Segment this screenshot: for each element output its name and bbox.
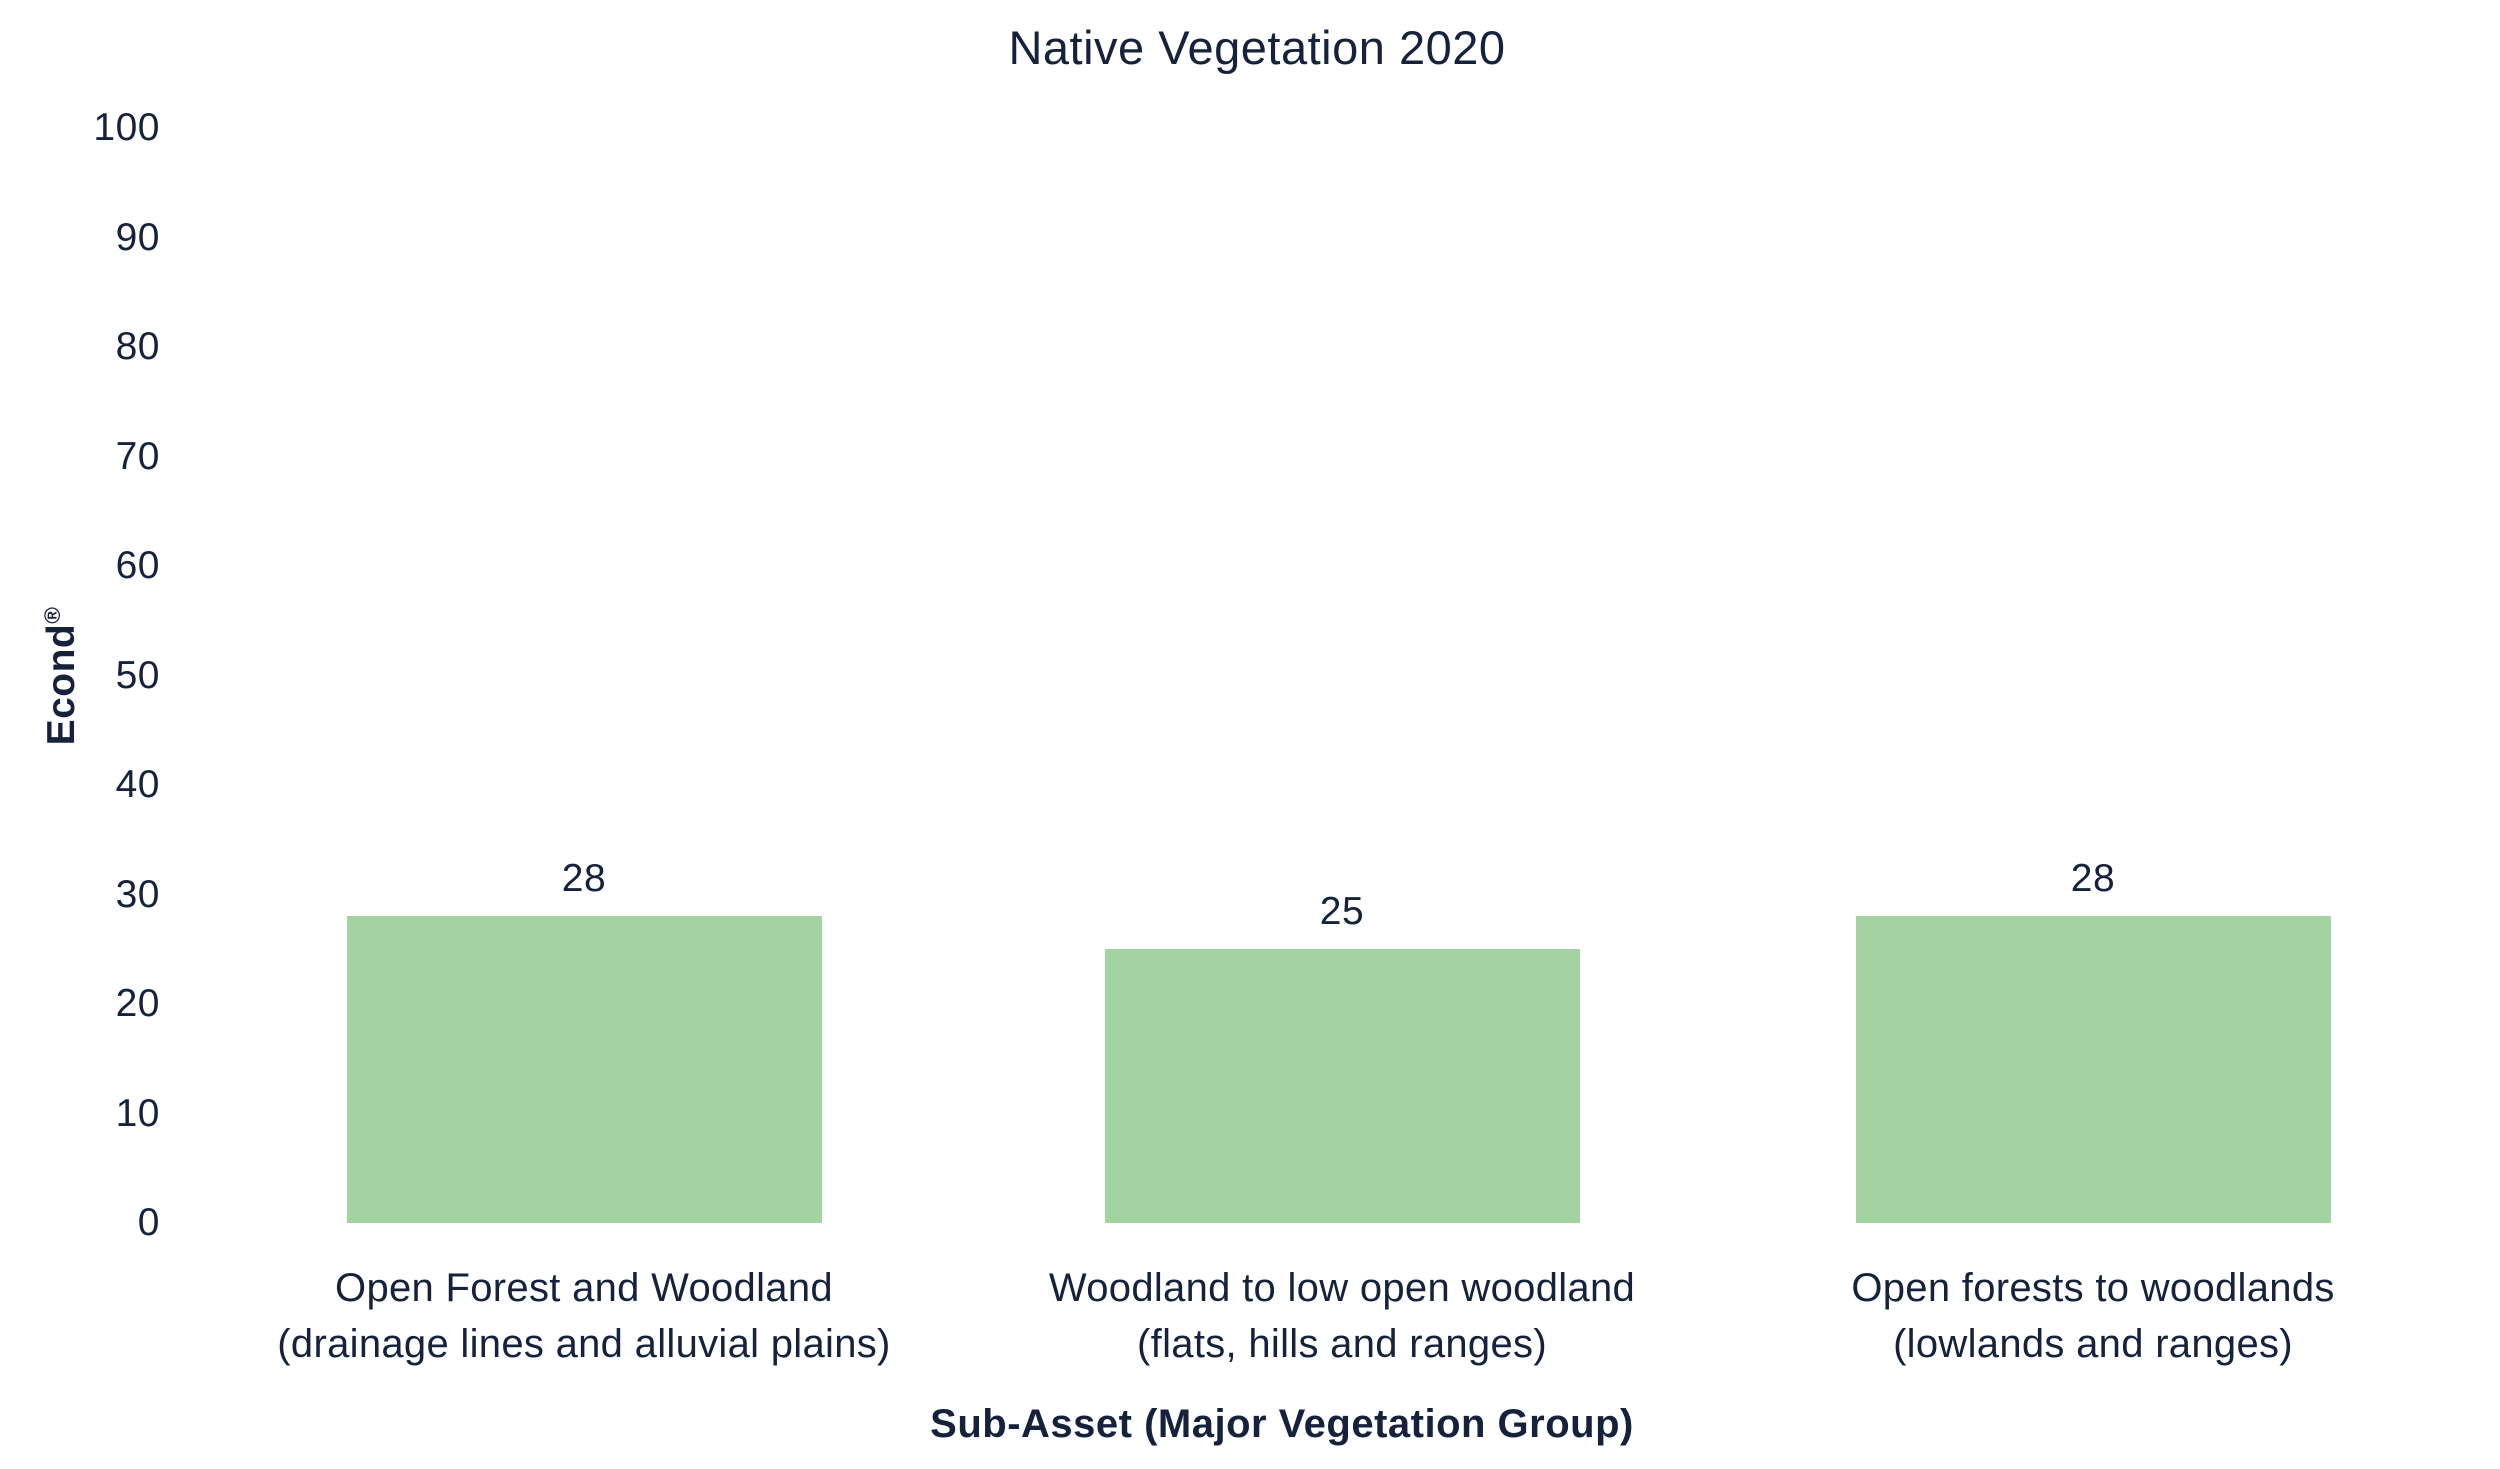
chart-title: Native Vegetation 2020 bbox=[1008, 21, 1506, 74]
y-tick-label: 10 bbox=[115, 1091, 160, 1135]
bar-value-label: 28 bbox=[2070, 857, 2116, 901]
x-category-label-line: Open forests to woodlands bbox=[1851, 1266, 2335, 1310]
y-tick-label: 80 bbox=[115, 325, 160, 368]
registered-trademark-symbol: ® bbox=[40, 606, 65, 624]
x-axis-title: Sub-Asset (Major Vegetation Group) bbox=[930, 1402, 1634, 1446]
x-category-label-line: Woodland to low open woodland bbox=[1048, 1266, 1636, 1310]
y-tick-label: 60 bbox=[115, 544, 160, 587]
x-category-label: Woodland to low open woodland (flats, hil… bbox=[952, 1260, 1732, 1372]
y-tick-label: 20 bbox=[115, 982, 160, 1025]
y-tick-label: 90 bbox=[115, 215, 160, 259]
bar bbox=[1855, 916, 2331, 1223]
bar-value-label: 28 bbox=[561, 857, 607, 901]
y-tick-label: 0 bbox=[137, 1201, 160, 1244]
x-category-label-line: (flats, hills and ranges) bbox=[1137, 1322, 1547, 1366]
bar bbox=[346, 916, 822, 1223]
x-category-label-line: (lowlands and ranges) bbox=[1893, 1322, 2293, 1366]
x-category-label-line: Open Forest and Woodland bbox=[335, 1266, 833, 1310]
x-category-label: Open Forest and Woodland (drainage lines … bbox=[194, 1260, 974, 1372]
y-tick-label: 50 bbox=[115, 653, 160, 697]
y-tick-label: 100 bbox=[93, 106, 160, 149]
bar bbox=[1104, 949, 1580, 1223]
bar-value-label: 25 bbox=[1319, 890, 1365, 934]
y-tick-label: 40 bbox=[115, 763, 160, 806]
x-category-label-line: (drainage lines and alluvial plains) bbox=[277, 1322, 891, 1366]
y-tick-label: 70 bbox=[115, 434, 160, 478]
x-category-label: Open forests to woodlands (lowlands and r… bbox=[1703, 1260, 2483, 1372]
y-tick-label: 30 bbox=[115, 872, 160, 916]
